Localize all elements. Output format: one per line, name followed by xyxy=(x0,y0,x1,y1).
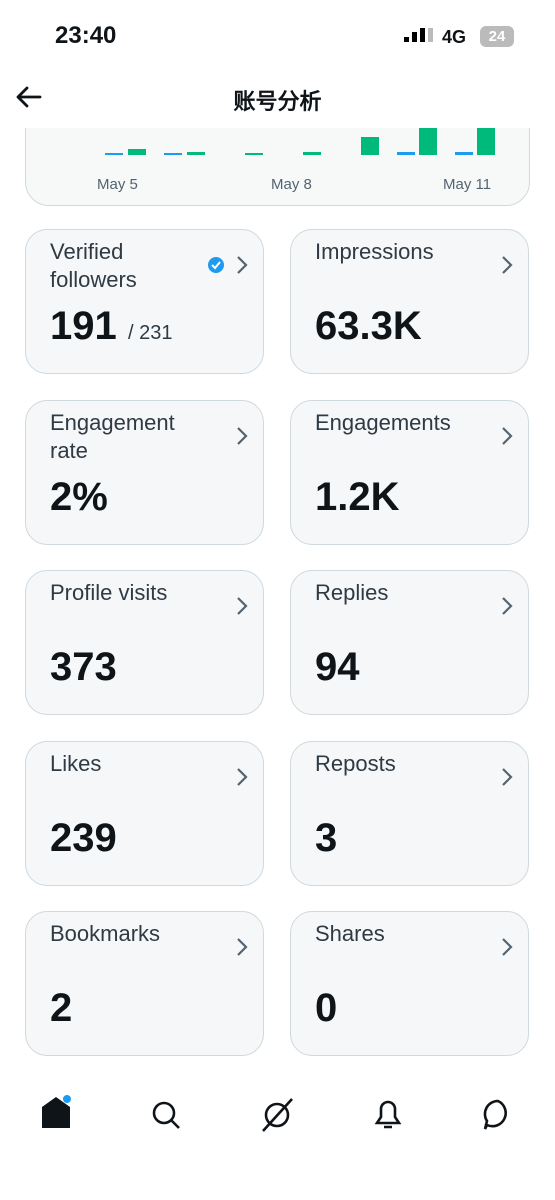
metric-label: Reposts xyxy=(315,750,396,776)
metric-value: 94 xyxy=(315,645,360,689)
metric-label: Verified followers xyxy=(50,239,137,292)
metric-value: 373 xyxy=(50,645,117,689)
metric-label: Shares xyxy=(315,921,385,946)
battery: 24 xyxy=(480,26,514,47)
metric-value: 3 xyxy=(315,815,338,860)
chevron xyxy=(502,938,513,956)
metric-card[interactable]: Reposts 3 xyxy=(290,740,529,886)
metric-card[interactable]: Likes 239 xyxy=(25,740,264,886)
metric-value: 2% xyxy=(50,474,108,519)
metric-label: Bookmarks xyxy=(50,921,161,946)
metric-label: Likes xyxy=(50,750,102,776)
back-button[interactable] xyxy=(14,84,44,110)
metric-card[interactable]: Profile visits 373 xyxy=(25,570,264,715)
metric-value: 191 xyxy=(50,304,117,348)
x-label: May 11 xyxy=(443,176,492,193)
chart-bars xyxy=(105,128,495,155)
home-tab[interactable] xyxy=(42,1095,71,1128)
metric-card[interactable]: Impressions 63.3K xyxy=(290,229,529,374)
network: 4G xyxy=(442,27,467,47)
chevron xyxy=(502,767,513,786)
spacer xyxy=(0,0,555,20)
metric-total: / 231 xyxy=(128,322,173,344)
chevron xyxy=(502,256,513,274)
metric-value: 2 xyxy=(50,986,73,1030)
metric-value: 0 xyxy=(315,986,338,1030)
metric-card[interactable]: Shares 0 xyxy=(290,911,529,1056)
metric-value: 1.2K xyxy=(315,474,400,519)
metric-label: Engagements xyxy=(315,409,451,435)
metric-label: Replies xyxy=(315,580,389,605)
chevron xyxy=(237,767,248,786)
page-title: 账号分析 xyxy=(233,89,322,114)
metric-card[interactable]: Engagement rate 2% xyxy=(25,399,264,545)
metric-label: Engagement rate xyxy=(50,409,175,463)
chevron xyxy=(237,938,248,956)
chevron xyxy=(237,597,248,615)
metric-card[interactable]: Bookmarks 2 xyxy=(25,911,264,1056)
x-label: May 5 xyxy=(97,176,138,193)
signal-icon xyxy=(404,28,433,42)
chevron xyxy=(237,426,248,445)
metric-card[interactable]: Engagements 1.2K xyxy=(290,399,529,545)
notifications-tab[interactable] xyxy=(374,1100,402,1129)
x-label: May 8 xyxy=(271,176,312,193)
metric-card[interactable]: Verified followers 191 / 231 xyxy=(25,229,264,374)
verified-badge xyxy=(208,257,224,273)
metric-label: Impressions xyxy=(315,239,434,264)
header xyxy=(0,0,555,128)
metric-value: 63.3K xyxy=(315,304,422,348)
time: 23:40 xyxy=(55,22,117,49)
metric-value: 239 xyxy=(50,815,117,860)
messages-tab[interactable] xyxy=(483,1099,507,1130)
search-tab[interactable] xyxy=(152,1101,180,1129)
chevron xyxy=(237,256,248,274)
metric-card[interactable]: Replies 94 xyxy=(290,570,529,715)
grok-tab[interactable] xyxy=(262,1098,293,1132)
chevron xyxy=(502,597,513,615)
chevron xyxy=(502,426,513,445)
metric-label: Profile visits xyxy=(50,580,168,605)
bottom-nav xyxy=(42,1095,507,1132)
